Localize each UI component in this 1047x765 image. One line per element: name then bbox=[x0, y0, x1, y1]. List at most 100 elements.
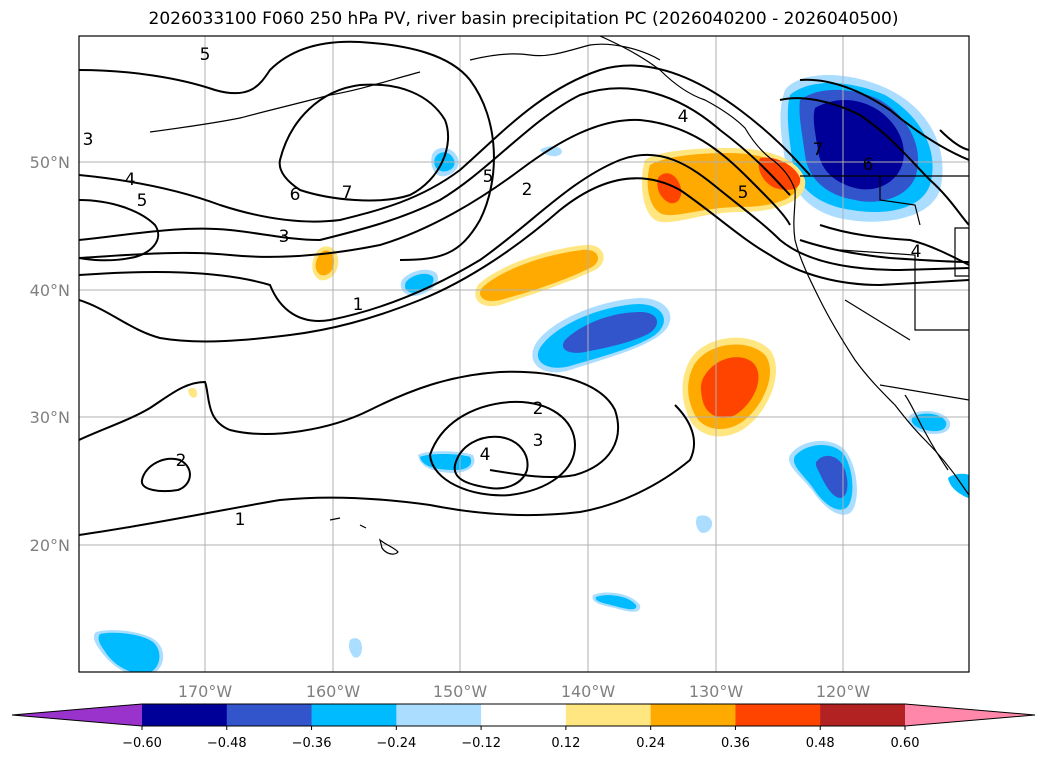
pv-label: 7 bbox=[813, 140, 824, 160]
pv-label: 3 bbox=[83, 130, 94, 150]
colorbar-tick-label: −0.60 bbox=[122, 736, 162, 751]
pv-label: 4 bbox=[125, 170, 136, 190]
pv-label: 7 bbox=[342, 183, 353, 203]
precip-pos-region bbox=[315, 250, 335, 276]
pv-label: 5 bbox=[738, 183, 749, 203]
colorbar-segment bbox=[735, 704, 821, 726]
precip-neg-region bbox=[595, 595, 637, 610]
colorbar-tick-label: 0.60 bbox=[891, 736, 920, 751]
map-frame bbox=[78, 35, 970, 673]
north-american-coast bbox=[599, 36, 969, 496]
pv-contour bbox=[140, 457, 191, 493]
lon-label: 140°W bbox=[561, 682, 616, 701]
precip-neg-region bbox=[696, 515, 713, 533]
pv-label: 5 bbox=[200, 45, 211, 65]
colorbar-tick-label: 0.24 bbox=[636, 736, 665, 751]
colorbar-extend-low bbox=[12, 704, 142, 726]
precip-pos-region bbox=[188, 387, 198, 398]
colorbar-segment bbox=[650, 704, 736, 726]
longitude-labels: 170°W 160°W 150°W 140°W 130°W 120°W bbox=[178, 682, 871, 701]
pv-label: 2 bbox=[522, 180, 533, 200]
pv-contour bbox=[428, 400, 577, 497]
pv-contour bbox=[79, 64, 811, 223]
pv-contour bbox=[79, 87, 791, 242]
lat-label: 30°N bbox=[30, 408, 70, 427]
colorbar-tick-label: 0.36 bbox=[721, 736, 750, 751]
lon-label: 150°W bbox=[433, 682, 488, 701]
latitude-labels: 50°N 40°N 30°N 20°N bbox=[30, 153, 70, 555]
alaska-coast bbox=[469, 43, 661, 61]
pv-contour bbox=[79, 199, 160, 262]
pv-contour bbox=[79, 177, 969, 343]
lat-label: 20°N bbox=[30, 536, 70, 555]
pv-contour-labels: 5 3 4 5 6 7 3 5 2 4 1 2 3 4 2 1 7 6 5 4 bbox=[83, 45, 922, 530]
pv-contour bbox=[799, 78, 969, 161]
pv-contour bbox=[79, 153, 969, 322]
colorbar-segment bbox=[396, 704, 482, 726]
pv-contour bbox=[79, 118, 791, 259]
lon-label: 130°W bbox=[689, 682, 744, 701]
pv-label: 4 bbox=[911, 242, 922, 262]
pv-label: 5 bbox=[483, 167, 494, 187]
aleutian-islands bbox=[149, 71, 421, 133]
precip-pos-region bbox=[657, 173, 682, 204]
pv-label: 6 bbox=[290, 185, 301, 205]
colorbar-tick-label: 0.12 bbox=[551, 736, 580, 751]
precip-neg-region bbox=[948, 473, 969, 499]
colorbar: −0.60 −0.48 −0.36 −0.24 −0.12 0.12 0.24 0.36 0.4… bbox=[11, 703, 1036, 751]
colorbar-tick-label: −0.48 bbox=[207, 736, 247, 751]
precip-pos-region bbox=[700, 357, 759, 418]
coastlines bbox=[149, 36, 969, 555]
pv-contour bbox=[779, 97, 969, 226]
precip-pos-region bbox=[758, 157, 801, 190]
pv-contour bbox=[453, 435, 529, 490]
lon-label: 160°W bbox=[306, 682, 361, 701]
pv-label: 1 bbox=[353, 295, 364, 315]
graticule bbox=[79, 36, 969, 672]
colorbar-segment bbox=[565, 704, 652, 726]
precip-neg-region bbox=[540, 146, 562, 157]
state-borders bbox=[839, 176, 969, 401]
colorbar-segment bbox=[226, 704, 313, 726]
precip-neg-region bbox=[98, 632, 160, 672]
colorbar-tick-label: 0.48 bbox=[806, 736, 835, 751]
pv-contour bbox=[939, 129, 969, 151]
lat-label: 50°N bbox=[30, 153, 70, 172]
colorbar-segment bbox=[481, 704, 567, 726]
lon-label: 170°W bbox=[178, 682, 233, 701]
pv-contour bbox=[79, 370, 620, 479]
map-title: 2026033100 F060 250 hPa PV, river basin … bbox=[148, 9, 899, 29]
colorbar-tick-label: −0.36 bbox=[292, 736, 332, 751]
pv-contours bbox=[79, 40, 969, 536]
baja-peninsula bbox=[904, 394, 949, 471]
pv-label: 5 bbox=[137, 191, 148, 211]
pv-label: 1 bbox=[235, 510, 246, 530]
map-area: 5 3 4 5 6 7 3 5 2 4 1 2 3 4 2 1 7 6 5 4 bbox=[79, 36, 969, 672]
colorbar-extend-high bbox=[905, 704, 1035, 726]
pv-contour bbox=[79, 404, 695, 536]
hawaii-islands bbox=[329, 517, 399, 555]
pv-label: 3 bbox=[279, 227, 290, 247]
precip-neg-region bbox=[815, 455, 848, 498]
precip-pos-region bbox=[480, 249, 598, 302]
precip-neg-region bbox=[813, 99, 904, 190]
precip-neg-region bbox=[562, 312, 658, 353]
precip-neg-region bbox=[348, 638, 362, 658]
pv-label: 2 bbox=[176, 451, 187, 471]
colorbar-segment bbox=[311, 704, 397, 726]
precip-shading bbox=[93, 75, 969, 672]
pv-contour bbox=[278, 83, 450, 202]
colorbar-tick-label: −0.24 bbox=[376, 736, 416, 751]
pv-label: 3 bbox=[533, 431, 544, 451]
pv-contour bbox=[79, 40, 495, 261]
state-borders bbox=[954, 227, 969, 277]
colorbar-segment bbox=[142, 704, 228, 726]
pv-contour bbox=[799, 239, 969, 263]
pv-contour bbox=[819, 224, 969, 266]
colorbar-segment bbox=[820, 704, 906, 726]
pv-label: 6 bbox=[863, 155, 874, 175]
colorbar-tick-label: −0.12 bbox=[461, 736, 501, 751]
lat-label: 40°N bbox=[30, 281, 70, 300]
precip-neg-region bbox=[911, 413, 947, 432]
